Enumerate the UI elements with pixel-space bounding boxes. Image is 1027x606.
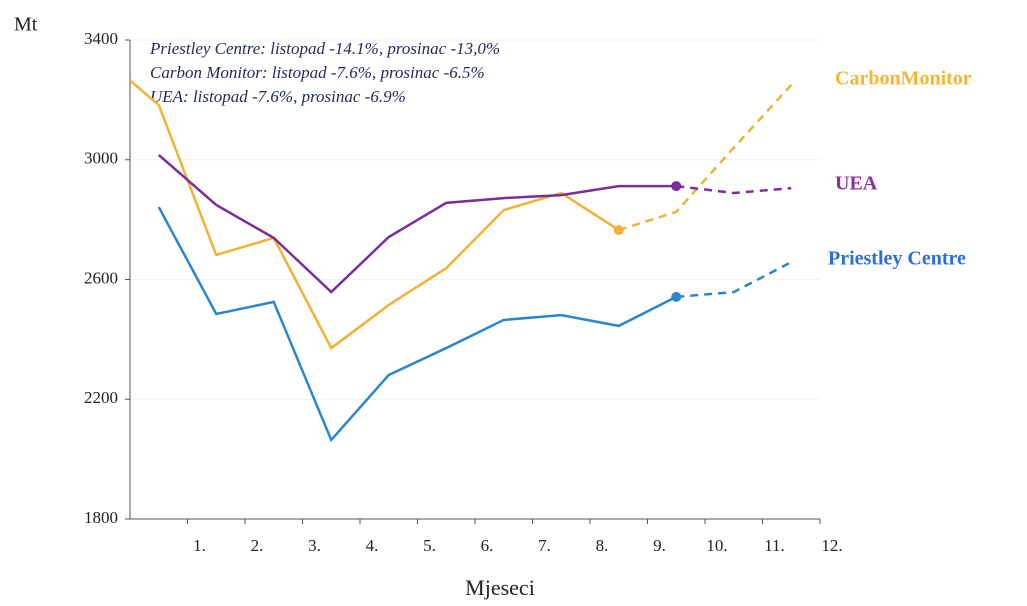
y-tick-label: 1800	[84, 508, 118, 527]
marker	[671, 291, 682, 302]
y-tick-label: 3000	[84, 149, 118, 168]
y-tick-label: 3400	[84, 29, 118, 48]
legend-label: CarbonMonitor	[835, 68, 972, 90]
x-tick-label: 7.	[538, 536, 551, 555]
x-tick-label: 2.	[251, 536, 264, 555]
projection-line	[618, 84, 793, 232]
legend-label: UEA	[835, 173, 878, 195]
y-axis-label: Mt	[14, 14, 38, 36]
marker	[613, 225, 624, 236]
annotation: UEA: listopad -7.6%, prosinac -6.9%	[150, 87, 406, 106]
line	[129, 79, 620, 350]
x-tick-label: 8.	[596, 536, 609, 555]
line	[157, 154, 677, 294]
marker	[671, 181, 682, 192]
x-tick-label: 11.	[764, 536, 785, 555]
annotation: Priestley Centre: listopad -14.1%, prosi…	[149, 39, 500, 58]
x-tick-label: 3.	[308, 536, 321, 555]
projection-line	[676, 261, 792, 299]
x-tick-label: 1.	[193, 536, 206, 555]
legend-label: Priestley Centre	[828, 248, 966, 270]
line	[157, 206, 677, 443]
y-tick-label: 2600	[84, 268, 118, 287]
x-tick-label: 12.	[821, 536, 842, 555]
projection-line	[676, 184, 792, 195]
x-tick-label: 5.	[423, 536, 436, 555]
annotation: Carbon Monitor: listopad -7.6%, prosinac…	[150, 63, 485, 82]
x-tick-label: 10.	[706, 536, 727, 555]
x-tick-label: 6.	[481, 536, 494, 555]
x-tick-label: 4.	[366, 536, 379, 555]
x-tick-label: 9.	[653, 536, 666, 555]
x-axis-label: Mjeseci	[465, 575, 535, 600]
y-tick-label: 2200	[84, 388, 118, 407]
